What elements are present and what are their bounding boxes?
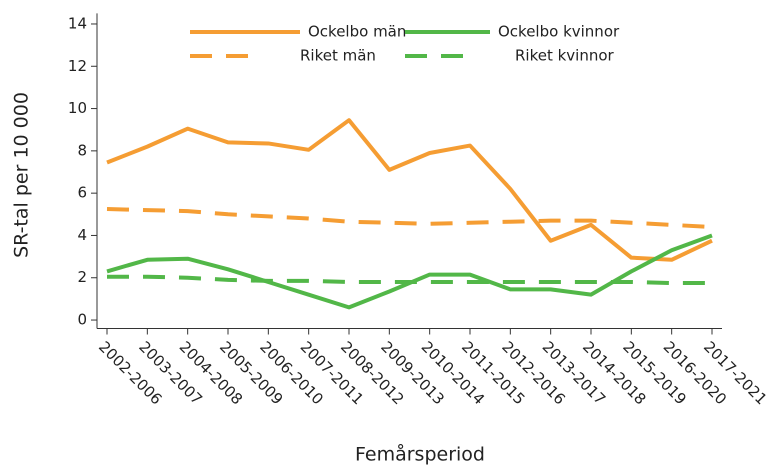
legend-label: Riket kvinnor [515, 47, 615, 65]
legend-label: Ockelbo kvinnor [498, 23, 620, 41]
y-tick-label: 10 [68, 99, 87, 117]
y-tick-label: 2 [77, 268, 87, 286]
y-tick-label: 12 [68, 57, 87, 75]
y-tick-label: 0 [77, 311, 87, 329]
line-series [107, 274, 712, 286]
line-series [106, 233, 713, 310]
y-tick-label: 8 [77, 141, 87, 159]
legend-label: Riket män [300, 47, 376, 65]
x-axis-label: Femårsperiod [355, 443, 485, 466]
y-tick-label: 6 [77, 184, 87, 202]
line-series [106, 207, 713, 229]
y-tick-label: 14 [68, 14, 87, 32]
y-tick-label: 4 [77, 226, 87, 244]
y-axis-label: SR-tal per 10 000 [11, 92, 33, 258]
legend-label: Ockelbo män [308, 23, 406, 41]
line-series [106, 118, 713, 262]
